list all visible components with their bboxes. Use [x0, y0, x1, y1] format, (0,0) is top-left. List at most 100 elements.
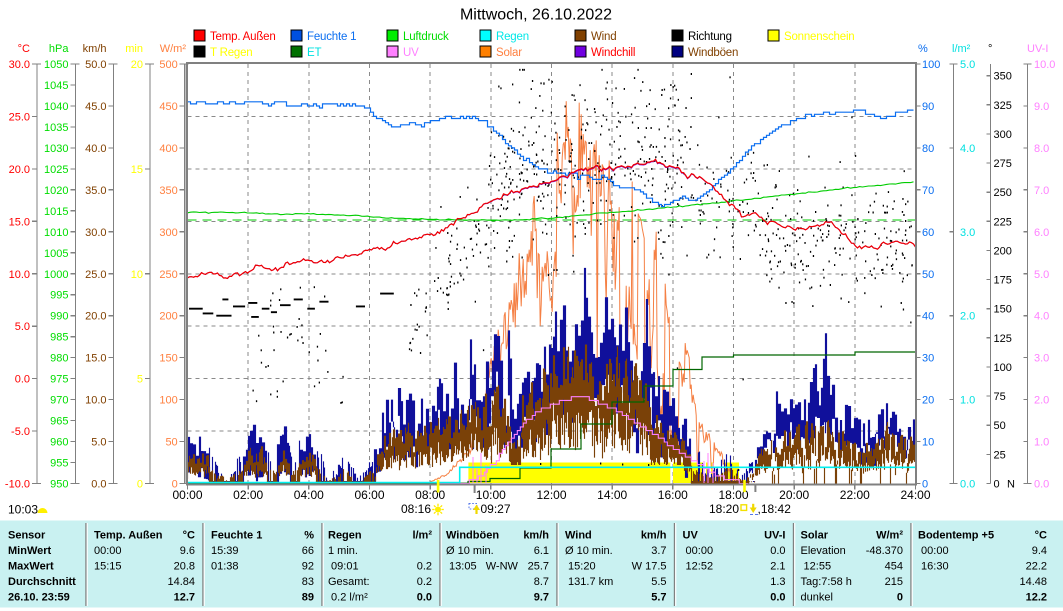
svg-text:Richtung: Richtung [688, 31, 732, 43]
svg-text:-10.0: -10.0 [5, 479, 30, 491]
svg-text:1010: 1010 [44, 227, 68, 239]
svg-text:350: 350 [994, 71, 1012, 83]
svg-text:0.2: 0.2 [417, 561, 432, 573]
svg-text:225: 225 [994, 216, 1012, 228]
svg-text:Ø 10 min.: Ø 10 min. [446, 545, 494, 557]
svg-text:13:05 W-NW: 13:05 W-NW [446, 561, 519, 573]
svg-text:45.0: 45.0 [85, 101, 106, 113]
svg-text:15:20: 15:20 [565, 561, 596, 573]
svg-text:22.2: 22.2 [1026, 561, 1047, 573]
svg-text:450: 450 [159, 101, 177, 113]
svg-text:10.0: 10.0 [9, 269, 30, 281]
svg-text:4.0: 4.0 [1034, 311, 1049, 323]
svg-text:UV-I: UV-I [1027, 43, 1048, 55]
svg-text:18:00: 18:00 [718, 488, 748, 502]
svg-text:km/h: km/h [523, 530, 549, 542]
svg-text:150: 150 [994, 304, 1012, 316]
svg-text:0: 0 [897, 592, 903, 604]
svg-text:12.2: 12.2 [1026, 592, 1047, 604]
svg-text:275: 275 [994, 158, 1012, 170]
svg-text:215: 215 [885, 576, 903, 588]
svg-text:15: 15 [131, 164, 143, 176]
svg-text:0: 0 [137, 479, 143, 491]
svg-text:0.0: 0.0 [91, 479, 106, 491]
svg-text:Wind: Wind [591, 31, 616, 43]
svg-text:20: 20 [922, 395, 934, 407]
svg-text:min: min [125, 43, 143, 55]
svg-text:66: 66 [302, 545, 314, 557]
svg-text:1035: 1035 [44, 122, 68, 134]
svg-text:08:00: 08:00 [415, 488, 445, 502]
svg-text:92: 92 [302, 561, 314, 573]
svg-text:350: 350 [159, 185, 177, 197]
svg-text:25.7: 25.7 [528, 561, 549, 573]
svg-text:2.1: 2.1 [770, 561, 785, 573]
svg-text:10: 10 [131, 269, 143, 281]
svg-text:0.0: 0.0 [417, 592, 432, 604]
svg-text:09:27: 09:27 [481, 502, 511, 516]
svg-text:02:00: 02:00 [233, 488, 263, 502]
svg-text:0.0: 0.0 [1034, 479, 1049, 491]
svg-text:500: 500 [159, 59, 177, 71]
svg-text:20.0: 20.0 [9, 164, 30, 176]
svg-text:-5.0: -5.0 [11, 426, 30, 438]
svg-text:18:20: 18:20 [709, 502, 739, 516]
svg-text:22:00: 22:00 [840, 488, 870, 502]
svg-text:%: % [918, 43, 928, 55]
svg-text:50: 50 [165, 437, 177, 449]
svg-text:20:00: 20:00 [779, 488, 809, 502]
svg-text:454: 454 [885, 561, 903, 573]
svg-text:Regen: Regen [496, 31, 529, 43]
svg-text:l/m²: l/m² [952, 43, 971, 55]
svg-text:20: 20 [131, 59, 143, 71]
svg-text:Solar: Solar [801, 530, 829, 542]
svg-text:15.0: 15.0 [9, 216, 30, 228]
svg-text:Durchschnitt: Durchschnitt [8, 576, 76, 588]
svg-text:°C: °C [183, 530, 195, 542]
svg-text:hPa: hPa [49, 43, 69, 55]
svg-text:9.0: 9.0 [1034, 101, 1049, 113]
svg-text:50.0: 50.0 [85, 59, 106, 71]
svg-text:6.0: 6.0 [1034, 227, 1049, 239]
svg-text:MinWert: MinWert [8, 545, 52, 557]
svg-text:1.0: 1.0 [960, 395, 975, 407]
svg-text:75: 75 [994, 391, 1006, 403]
svg-text:985: 985 [50, 332, 68, 344]
svg-text:Tag:7:58 h: Tag:7:58 h [801, 576, 852, 588]
svg-text:80: 80 [922, 143, 934, 155]
svg-text:3.0: 3.0 [960, 227, 975, 239]
svg-text:01:38: 01:38 [211, 561, 239, 573]
svg-text:W/m²: W/m² [160, 43, 187, 55]
svg-text:1 min.: 1 min. [328, 545, 358, 557]
svg-text:20.0: 20.0 [85, 311, 106, 323]
svg-text:1.3: 1.3 [770, 576, 785, 588]
svg-text:40.0: 40.0 [85, 143, 106, 155]
svg-text:5.0: 5.0 [960, 59, 975, 71]
svg-text:Mittwoch, 26.10.2022: Mittwoch, 26.10.2022 [460, 7, 612, 24]
svg-text:1045: 1045 [44, 80, 68, 92]
svg-text:400: 400 [159, 143, 177, 155]
svg-text:990: 990 [50, 311, 68, 323]
svg-text:8.7: 8.7 [534, 576, 549, 588]
svg-text:14.84: 14.84 [167, 576, 195, 588]
svg-text:1030: 1030 [44, 143, 68, 155]
svg-text:6.1: 6.1 [534, 545, 549, 557]
svg-text:°C: °C [18, 43, 30, 55]
svg-text:970: 970 [50, 395, 68, 407]
svg-text:89: 89 [302, 592, 314, 604]
svg-text:16:00: 16:00 [658, 488, 688, 502]
svg-text:0: 0 [172, 479, 178, 491]
svg-text:°: ° [988, 43, 992, 55]
svg-text:1020: 1020 [44, 185, 68, 197]
svg-text:°C: °C [1035, 530, 1047, 542]
svg-text:Elevation: Elevation [801, 545, 846, 557]
svg-text:131.7 km: 131.7 km [565, 576, 613, 588]
svg-text:UV: UV [683, 530, 699, 542]
svg-text:100: 100 [994, 362, 1012, 374]
svg-text:14.48: 14.48 [1019, 576, 1047, 588]
svg-text:1005: 1005 [44, 248, 68, 260]
svg-text:09:01: 09:01 [328, 561, 359, 573]
svg-text:12.7: 12.7 [174, 592, 195, 604]
svg-text:100: 100 [922, 59, 940, 71]
svg-text:Feuchte 1: Feuchte 1 [307, 31, 356, 43]
